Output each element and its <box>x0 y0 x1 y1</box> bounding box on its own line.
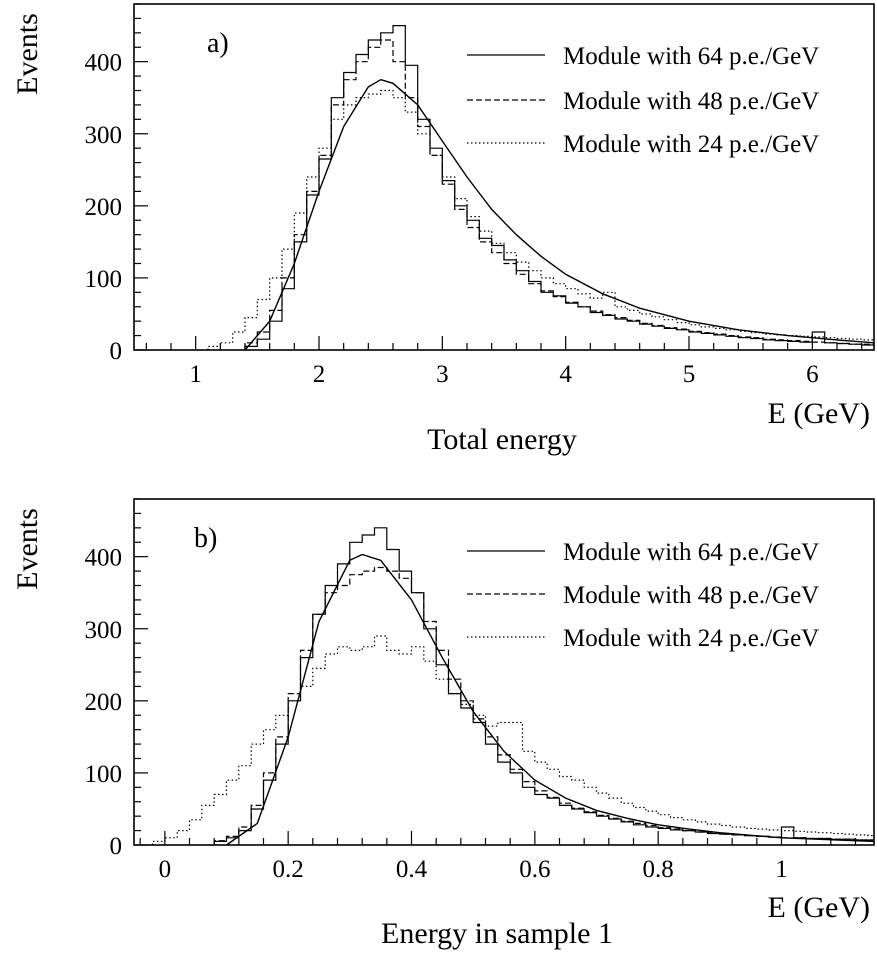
x-tick-label-a: 3 <box>436 361 449 388</box>
y-tick-label-b: 100 <box>85 761 123 788</box>
series-layer-a <box>207 25 875 351</box>
chart-title-a: Total energy <box>427 423 577 456</box>
x-tick-label-b: 1 <box>775 856 788 883</box>
legend-b: Module with 64 p.e./GeV Module with 48 p… <box>467 539 819 652</box>
series-a-0-histogram-line <box>244 25 874 350</box>
y-tick-label-b: 0 <box>110 833 123 860</box>
series-b-0-histogram-line <box>213 527 874 845</box>
x-tick-label-a: 1 <box>189 361 202 388</box>
x-axis-label-b: E (GeV) <box>768 891 870 924</box>
y-tick-label-a: 0 <box>110 338 123 365</box>
y-tick-label-b: 300 <box>85 617 123 644</box>
x-tick-label-b: 0.2 <box>273 856 304 883</box>
x-tick-label-a: 2 <box>313 361 326 388</box>
series-a-3-fit-line <box>244 78 875 351</box>
series-a-2-histogram-line <box>207 89 874 350</box>
series-layer-b <box>151 527 875 846</box>
y-tick-label-b: 400 <box>85 545 123 572</box>
x-tick-label-a: 4 <box>559 361 572 388</box>
series-b-2-histogram-line <box>151 635 874 845</box>
legend-a: Module with 64 p.e./GeV Module with 48 p… <box>467 43 819 158</box>
legend-label-b-1: Module with 48 p.e./GeV <box>563 582 819 609</box>
chart-panel-a: 1 2 3 4 5 6 0 100 200 300 400 a) Events E (GeV) To… <box>11 3 875 456</box>
chart-panel-b: 0 0.2 0.4 0.6 0.8 1 0 100 200 300 400 b) Events E … <box>11 498 875 950</box>
y-tick-label-a: 100 <box>85 266 123 293</box>
panel-label-a: a) <box>207 28 229 59</box>
series-b-3-fit-line <box>226 553 875 846</box>
tick-layer-b: 0 0.2 0.4 0.6 0.8 1 0 100 200 300 400 <box>85 498 857 883</box>
tick-layer-a: 1 2 3 4 5 6 0 100 200 300 400 <box>85 3 863 388</box>
x-tick-label-a: 5 <box>683 361 696 388</box>
x-tick-label-a: 6 <box>806 361 819 388</box>
legend-label-a-1: Module with 48 p.e./GeV <box>563 88 819 115</box>
x-tick-label-b: 0 <box>159 856 172 883</box>
y-axis-label-a: Events <box>11 13 44 95</box>
chart-title-b: Energy in sample 1 <box>381 917 613 950</box>
legend-label-b-0: Module with 64 p.e./GeV <box>563 539 819 566</box>
legend-label-b-2: Module with 24 p.e./GeV <box>563 625 819 652</box>
x-tick-label-b: 0.8 <box>643 856 674 883</box>
y-tick-label-a: 300 <box>85 122 123 149</box>
legend-label-a-2: Module with 24 p.e./GeV <box>563 131 819 158</box>
x-tick-label-b: 0.6 <box>519 856 550 883</box>
y-tick-label-b: 200 <box>85 689 123 716</box>
x-tick-label-b: 0.4 <box>396 856 428 883</box>
series-a-1-histogram-line <box>244 39 874 350</box>
legend-label-a-0: Module with 64 p.e./GeV <box>563 43 819 70</box>
x-axis-label-a: E (GeV) <box>768 397 870 430</box>
y-tick-label-a: 200 <box>85 194 123 221</box>
y-axis-label-b: Events <box>11 508 44 590</box>
y-tick-label-a: 400 <box>85 50 123 77</box>
series-b-1-histogram-line <box>213 566 874 845</box>
panel-label-b: b) <box>194 523 217 554</box>
